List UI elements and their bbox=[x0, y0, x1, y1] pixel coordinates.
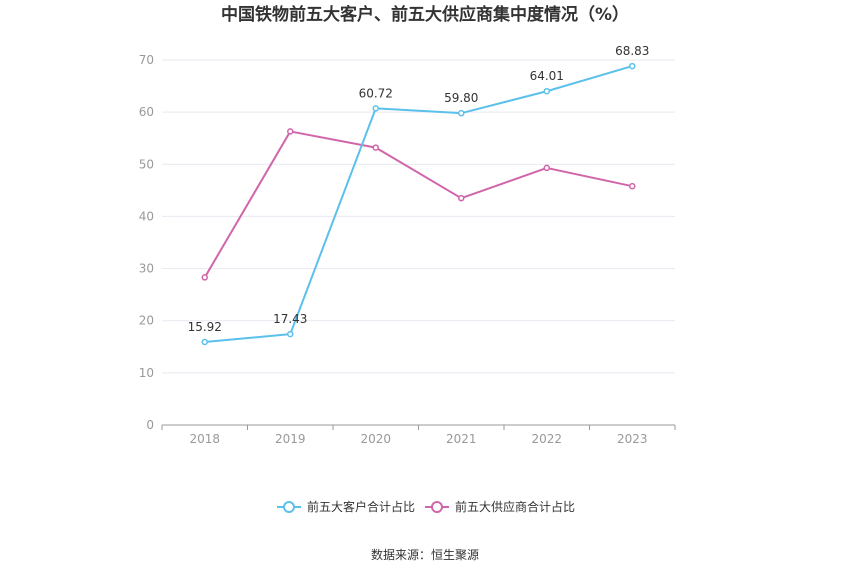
data-point bbox=[543, 164, 550, 172]
x-tick-label: 2020 bbox=[360, 432, 391, 446]
y-tick-label: 10 bbox=[139, 366, 154, 380]
axes: 0 10 20 30 40 50 60 70 2018 2019 2020 2021 2022 2023 bbox=[139, 53, 676, 446]
x-tick-label: 2023 bbox=[617, 432, 648, 446]
data-point bbox=[543, 87, 550, 95]
data-point bbox=[287, 128, 294, 135]
x-tick-label: 2019 bbox=[275, 432, 306, 446]
legend-item: 前五大客户合计占比 bbox=[277, 499, 415, 514]
y-tick-label: 60 bbox=[139, 105, 154, 119]
data-point bbox=[629, 182, 636, 190]
series-line bbox=[203, 130, 633, 278]
data-point bbox=[372, 105, 379, 112]
chart-title: 中国铁物前五大客户、前五大供应商集中度情况（%） bbox=[221, 4, 629, 25]
y-tick-label: 30 bbox=[139, 262, 154, 276]
data-label: 64.01 bbox=[530, 69, 564, 83]
x-tick-label: 2022 bbox=[531, 432, 562, 446]
grid-lines bbox=[162, 59, 675, 374]
legend-item: 前五大供应商合计占比 bbox=[425, 499, 575, 514]
series-line bbox=[204, 65, 633, 343]
legend-label: 前五大供应商合计占比 bbox=[455, 499, 575, 514]
y-tick-label: 70 bbox=[139, 53, 154, 67]
data-label: 60.72 bbox=[359, 86, 393, 100]
legend: 前五大客户合计占比 前五大供应商合计占比 bbox=[277, 499, 575, 514]
legend-swatch-marker bbox=[283, 501, 295, 513]
data-point bbox=[629, 62, 636, 70]
data-point bbox=[458, 109, 465, 117]
data-point bbox=[458, 194, 465, 202]
data-point bbox=[372, 144, 379, 151]
series-lines bbox=[201, 62, 636, 346]
legend-label: 前五大客户合计占比 bbox=[307, 499, 415, 514]
data-label: 15.92 bbox=[188, 320, 222, 334]
y-tick-label: 50 bbox=[139, 157, 154, 171]
data-point bbox=[287, 330, 294, 338]
y-tick-label: 0 bbox=[146, 418, 154, 432]
source-note: 数据来源：恒生聚源 bbox=[371, 547, 479, 562]
data-label: 17.43 bbox=[273, 312, 307, 326]
data-point bbox=[201, 338, 208, 346]
data-labels: 15.92 17.43 60.72 59.80 64.01 68.83 bbox=[188, 44, 650, 334]
y-tick-label: 20 bbox=[139, 314, 154, 328]
x-tick-label: 2018 bbox=[189, 432, 220, 446]
y-tick-label: 40 bbox=[139, 209, 154, 223]
data-label: 68.83 bbox=[615, 44, 649, 58]
data-point bbox=[201, 274, 208, 281]
data-label: 59.80 bbox=[444, 91, 478, 105]
legend-swatch-marker bbox=[431, 501, 443, 513]
x-tick-label: 2021 bbox=[446, 432, 477, 446]
